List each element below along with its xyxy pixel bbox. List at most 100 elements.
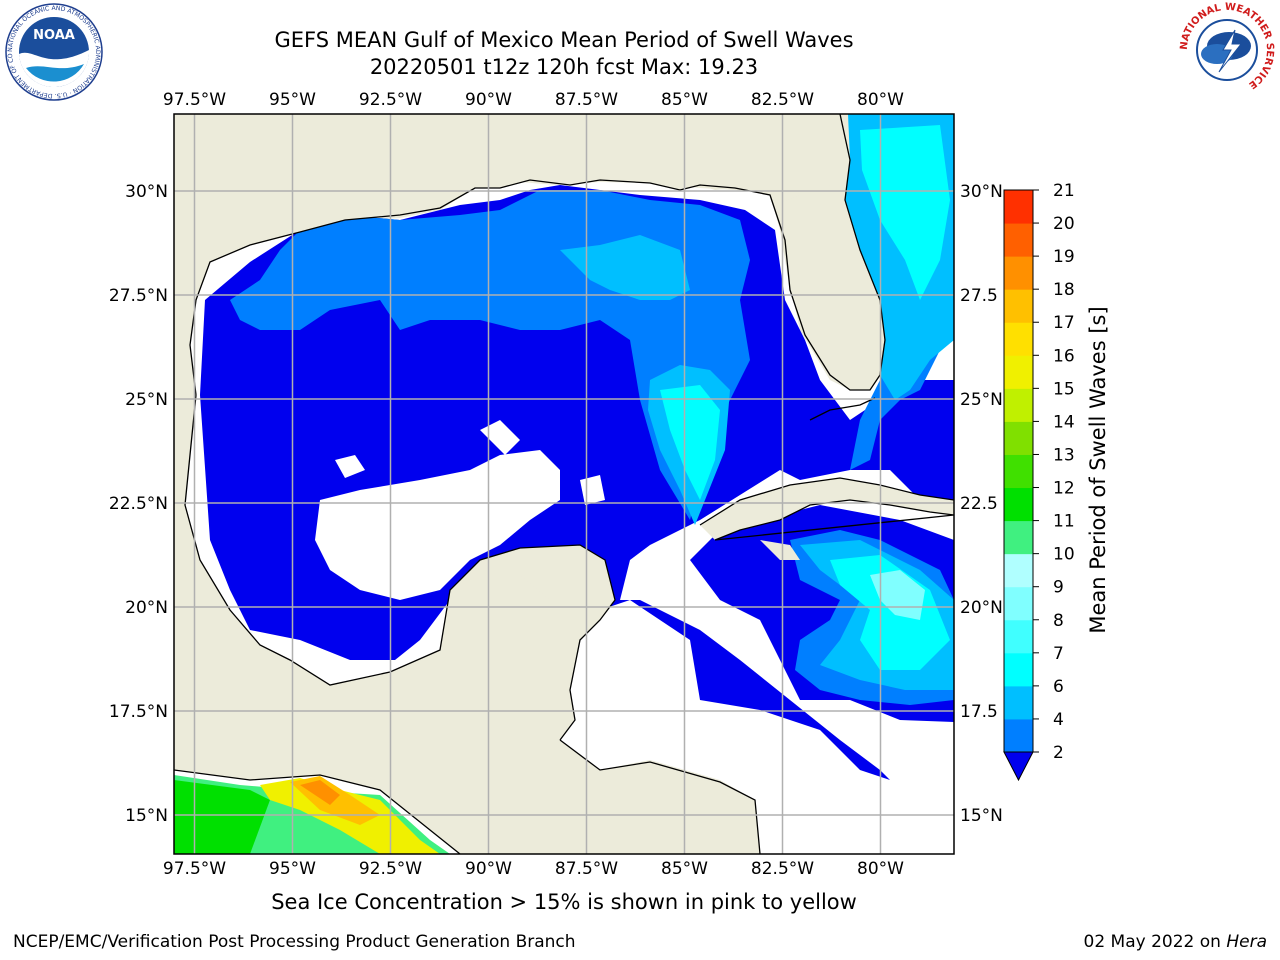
noaa-logo: NATIONAL OCEANIC AND ATMOSPHERIC ADMINIS… bbox=[4, 2, 103, 101]
colorbar-segment-10 bbox=[1004, 520, 1033, 555]
colorbar-segment-2 bbox=[1004, 718, 1033, 753]
colorbar-tick-4: 4 bbox=[1053, 710, 1064, 730]
colorbar-tick-16: 16 bbox=[1053, 346, 1075, 366]
colorbar-tick-10: 10 bbox=[1053, 545, 1075, 565]
lat-tick-left-1: 27.5°N bbox=[109, 286, 168, 306]
colorbar-segment-20 bbox=[1004, 190, 1033, 224]
colorbar-segment-6 bbox=[1004, 652, 1033, 687]
colorbar-segment-17 bbox=[1004, 289, 1033, 323]
lat-tick-right-0: 30°N bbox=[960, 182, 1003, 202]
lon-tick-bottom-2: 92.5°W bbox=[359, 859, 422, 879]
swell-region-under-2s bbox=[200, 185, 954, 780]
lat-tick-left-4: 20°N bbox=[125, 598, 168, 618]
colorbar-segment-16 bbox=[1004, 322, 1033, 356]
swell-band-6-7s-gulf bbox=[660, 385, 720, 500]
colorbar-frame bbox=[1003, 189, 1034, 753]
lon-tick-bottom-5: 85°W bbox=[661, 859, 708, 879]
lon-tick-top-6: 82.5°W bbox=[751, 90, 814, 110]
coastline-cuba bbox=[699, 477, 954, 541]
lat-tick-left-6: 15°N bbox=[125, 806, 168, 826]
colorbar-segment-15 bbox=[1004, 355, 1033, 389]
swell-band-4-6s-north bbox=[560, 235, 690, 300]
colorbar-segment-7 bbox=[1004, 619, 1033, 654]
lat-tick-left-0: 30°N bbox=[125, 182, 168, 202]
colorbar-segment-19 bbox=[1004, 223, 1033, 257]
lon-tick-top-5: 85°W bbox=[661, 90, 708, 110]
coastline-pacific bbox=[174, 769, 461, 854]
colorbar-tick-2: 2 bbox=[1053, 743, 1064, 763]
land-islands bbox=[760, 540, 800, 560]
lon-tick-top-2: 92.5°W bbox=[359, 90, 422, 110]
ocean-atlantic-inner bbox=[860, 125, 950, 300]
date-host: Hera bbox=[1226, 932, 1267, 952]
colorbar-tick-17: 17 bbox=[1053, 313, 1075, 333]
lon-tick-top-4: 87.5°W bbox=[555, 90, 618, 110]
lat-tick-right-5: 17.5 bbox=[960, 702, 998, 722]
lon-tick-bottom-0: 97.5°W bbox=[163, 859, 226, 879]
coastline-keys bbox=[809, 397, 876, 421]
colorbar-segment-4 bbox=[1004, 685, 1033, 720]
lon-tick-top-7: 80°W bbox=[857, 90, 904, 110]
coastline-mexico bbox=[184, 394, 616, 741]
lat-tick-left-3: 22.5°N bbox=[109, 494, 168, 514]
colorbar-segment-18 bbox=[1004, 256, 1033, 290]
colorbar-tick-11: 11 bbox=[1053, 512, 1075, 532]
lon-tick-top-0: 97.5°W bbox=[163, 90, 226, 110]
lat-tick-right-1: 27.5 bbox=[960, 286, 998, 306]
credit-text: NCEP/EMC/Verification Post Processing Pr… bbox=[13, 932, 576, 952]
colorbar-segment-14 bbox=[1004, 388, 1033, 422]
colorbar-tick-20: 20 bbox=[1053, 214, 1075, 234]
map-frame bbox=[173, 113, 955, 855]
chart-title: GEFS MEAN Gulf of Mexico Mean Period of … bbox=[274, 28, 854, 52]
no-swell-patch-2 bbox=[335, 455, 365, 478]
colorbar-tick-14: 14 bbox=[1053, 412, 1075, 432]
land-north-america bbox=[174, 114, 885, 854]
lon-tick-top-3: 90°W bbox=[465, 90, 512, 110]
lon-tick-bottom-6: 82.5°W bbox=[751, 859, 814, 879]
chart-subtitle: 20220501 t12z 120h fcst Max: 19.23 bbox=[369, 55, 759, 79]
colorbar-tick-8: 8 bbox=[1053, 611, 1064, 631]
noaa-logo-text: NOAA bbox=[33, 28, 75, 43]
swell-band-6-7s-caribbean bbox=[830, 555, 950, 670]
lat-tick-left-5: 17.5°N bbox=[109, 702, 168, 722]
lat-tick-right-4: 20°N bbox=[960, 598, 1003, 618]
map-layers bbox=[174, 114, 954, 854]
colorbar-tick-18: 18 bbox=[1053, 280, 1075, 300]
no-swell-gulf-southwest bbox=[315, 450, 560, 600]
pacific-swell-18s bbox=[300, 780, 340, 805]
colorbar-segment-12 bbox=[1004, 454, 1033, 489]
lon-tick-bottom-3: 90°W bbox=[465, 859, 512, 879]
colorbar-segment-8 bbox=[1004, 586, 1033, 621]
sea-ice-note: Sea Ice Concentration > 15% is shown in … bbox=[271, 890, 857, 914]
land-yucatan bbox=[480, 545, 615, 740]
date-text: 02 May 2022 on Hera bbox=[1084, 932, 1268, 952]
lat-tick-right-3: 22.5 bbox=[960, 494, 998, 514]
nws-logo: NATIONAL WEATHER SERVICE bbox=[1179, 2, 1275, 98]
lat-tick-right-6: 15°N bbox=[960, 806, 1003, 826]
date-prefix: 02 May 2022 on bbox=[1083, 932, 1227, 952]
colorbar-tick-19: 19 bbox=[1053, 247, 1075, 267]
land-florida bbox=[775, 114, 954, 390]
lon-tick-bottom-4: 87.5°W bbox=[555, 859, 618, 879]
colorbar-segment-9 bbox=[1004, 553, 1033, 588]
lon-tick-bottom-1: 95°W bbox=[269, 859, 316, 879]
colorbar-tick-15: 15 bbox=[1053, 379, 1075, 399]
no-swell-patch-1 bbox=[480, 420, 520, 455]
lat-tick-left-2: 25°N bbox=[125, 390, 168, 410]
pacific-swell-11s bbox=[174, 780, 270, 854]
coastline-us bbox=[189, 114, 886, 396]
colorbar-under-triangle bbox=[1003, 751, 1034, 782]
colorbar-tick-13: 13 bbox=[1053, 445, 1075, 465]
colorbar-tick-7: 7 bbox=[1053, 644, 1064, 664]
colorbar-tick-12: 12 bbox=[1053, 479, 1075, 499]
lon-tick-top-1: 95°W bbox=[269, 90, 316, 110]
colorbar-tick-21: 21 bbox=[1053, 181, 1075, 201]
colorbar-segment-13 bbox=[1004, 421, 1033, 455]
lat-tick-right-2: 25°N bbox=[960, 390, 1003, 410]
colorbar-segment-11 bbox=[1004, 487, 1033, 522]
colorbar-tick-6: 6 bbox=[1053, 677, 1064, 697]
colorbar-label: Mean Period of Swell Waves [s] bbox=[1086, 306, 1110, 634]
colorbar-tick-9: 9 bbox=[1053, 578, 1064, 598]
lon-tick-bottom-7: 80°W bbox=[857, 859, 904, 879]
